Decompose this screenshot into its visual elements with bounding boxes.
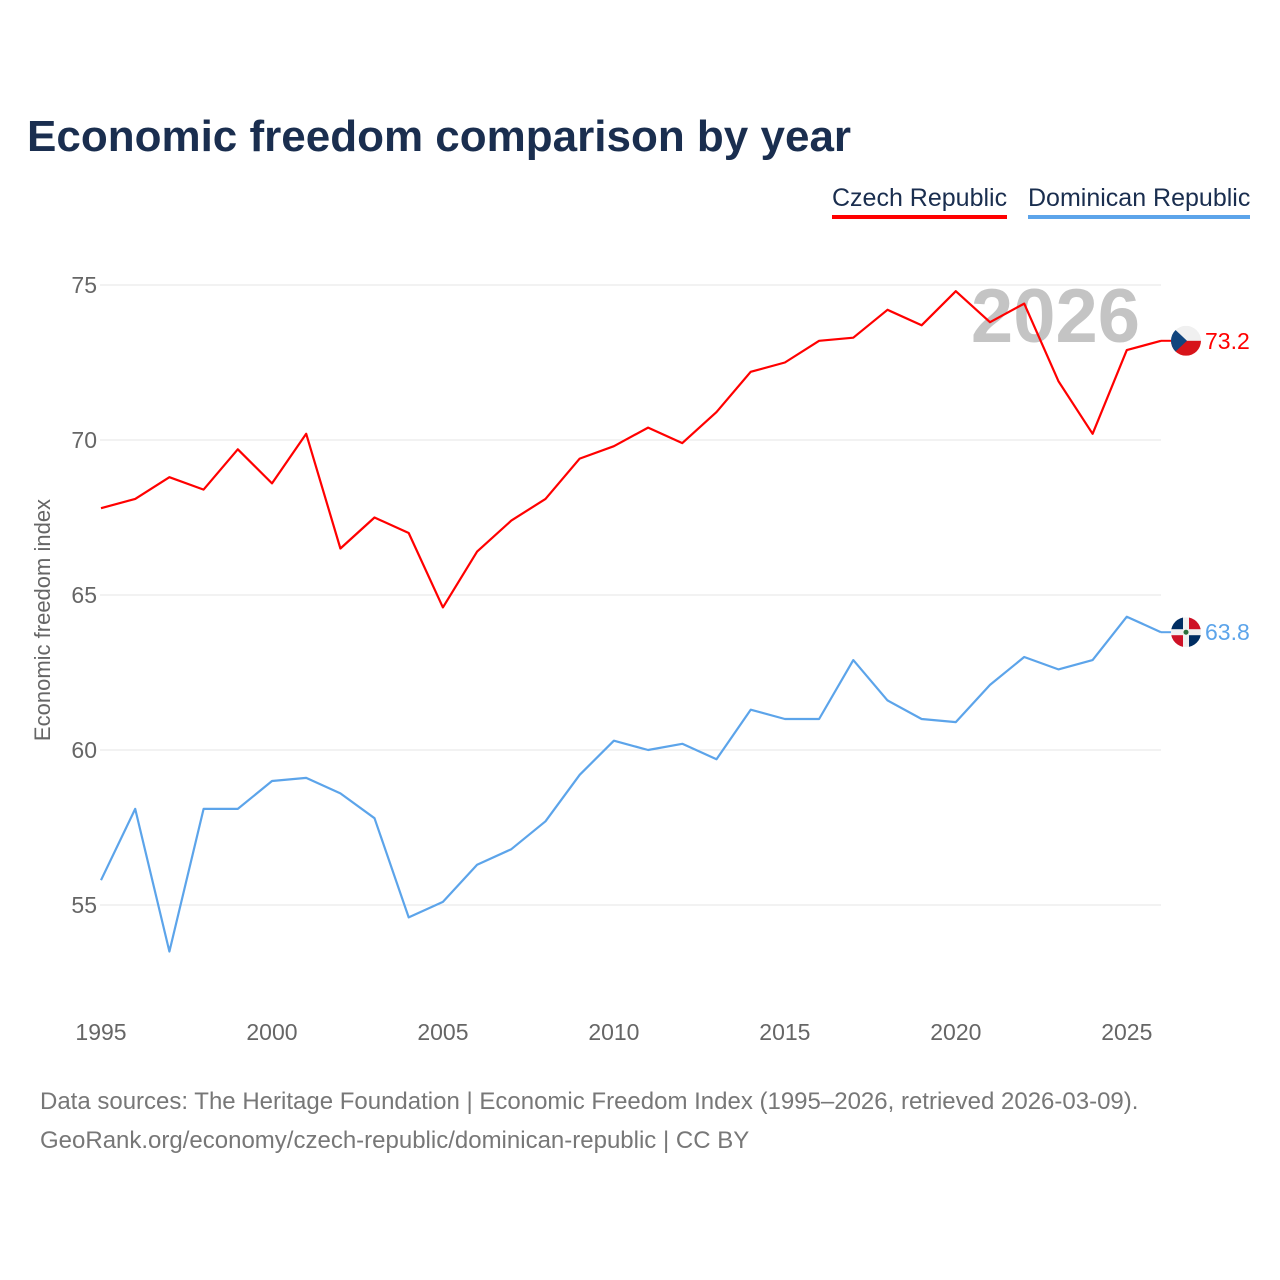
footer-url: GeoRank.org/economy/czech-republic/domin… bbox=[40, 1127, 750, 1154]
data-point bbox=[646, 426, 650, 430]
footer-sources: Data sources: The Heritage Foundation | … bbox=[40, 1088, 1139, 1115]
data-point bbox=[167, 950, 171, 954]
data-point bbox=[885, 308, 889, 312]
data-point bbox=[578, 773, 582, 777]
y-tick-label: 65 bbox=[71, 582, 97, 608]
data-point bbox=[1022, 655, 1026, 659]
data-point bbox=[407, 531, 411, 535]
data-point bbox=[817, 339, 821, 343]
x-tick-label: 1995 bbox=[75, 1019, 126, 1045]
data-point bbox=[749, 370, 753, 374]
data-point bbox=[783, 717, 787, 721]
y-tick-label: 70 bbox=[71, 427, 97, 453]
data-point bbox=[99, 506, 103, 510]
series-line-czech-republic bbox=[100, 290, 1162, 609]
data-point bbox=[1125, 615, 1129, 619]
data-point bbox=[236, 807, 240, 811]
data-point bbox=[988, 320, 992, 324]
data-point bbox=[646, 748, 650, 752]
x-tick-label: 2005 bbox=[417, 1019, 468, 1045]
data-point bbox=[544, 819, 548, 823]
data-point bbox=[304, 432, 308, 436]
czech-flag-icon bbox=[1171, 325, 1201, 356]
legend-dominican-republic[interactable]: Dominican Republic bbox=[1028, 184, 1251, 219]
legend-czech-republic[interactable]: Czech Republic bbox=[832, 184, 1008, 219]
end-value-label-dominican-republic: 63.8 bbox=[1205, 619, 1250, 645]
data-point bbox=[1022, 302, 1026, 306]
y-tick-label: 75 bbox=[71, 272, 97, 298]
dominican-flag-icon bbox=[1171, 617, 1201, 648]
data-point bbox=[988, 683, 992, 687]
data-point bbox=[714, 757, 718, 761]
data-point bbox=[544, 497, 548, 501]
data-point bbox=[714, 410, 718, 414]
data-point bbox=[749, 708, 753, 712]
data-point bbox=[202, 807, 206, 811]
data-point bbox=[1056, 667, 1060, 671]
data-point bbox=[612, 739, 616, 743]
data-point bbox=[509, 847, 513, 851]
data-point bbox=[270, 779, 274, 783]
data-point bbox=[236, 447, 240, 451]
data-point bbox=[373, 516, 377, 520]
data-point bbox=[783, 361, 787, 365]
end-value-label-czech-republic: 73.2 bbox=[1205, 328, 1250, 354]
data-point bbox=[167, 475, 171, 479]
data-point bbox=[885, 698, 889, 702]
data-point bbox=[133, 497, 137, 501]
data-point bbox=[338, 547, 342, 551]
data-point bbox=[817, 717, 821, 721]
x-tick-label: 2020 bbox=[930, 1019, 981, 1045]
data-point bbox=[920, 323, 924, 327]
data-point bbox=[99, 878, 103, 882]
data-point bbox=[373, 816, 377, 820]
data-point bbox=[304, 776, 308, 780]
data-point bbox=[680, 441, 684, 445]
data-point bbox=[851, 658, 855, 662]
x-tick-label: 2010 bbox=[588, 1019, 639, 1045]
data-point bbox=[1125, 348, 1129, 352]
data-point bbox=[338, 791, 342, 795]
data-point bbox=[475, 863, 479, 867]
data-point bbox=[1056, 379, 1060, 383]
y-tick-label: 55 bbox=[71, 892, 97, 918]
data-point bbox=[270, 481, 274, 485]
chart-title: Economic freedom comparison by year bbox=[27, 112, 852, 161]
data-point bbox=[612, 444, 616, 448]
x-tick-label: 2025 bbox=[1101, 1019, 1152, 1045]
x-tick-label: 2015 bbox=[759, 1019, 810, 1045]
data-point bbox=[441, 900, 445, 904]
data-point bbox=[680, 742, 684, 746]
data-point bbox=[954, 720, 958, 724]
data-point bbox=[1091, 658, 1095, 662]
data-point bbox=[407, 915, 411, 919]
data-point bbox=[578, 457, 582, 461]
x-tick-label: 2000 bbox=[246, 1019, 297, 1045]
data-point bbox=[475, 550, 479, 554]
data-point bbox=[441, 605, 445, 609]
y-tick-label: 60 bbox=[71, 737, 97, 763]
data-point bbox=[954, 289, 958, 293]
data-point bbox=[920, 717, 924, 721]
data-point bbox=[1091, 432, 1095, 436]
data-point bbox=[202, 488, 206, 492]
year-watermark: 2026 bbox=[971, 274, 1140, 359]
series-line-dominican-republic bbox=[100, 615, 1162, 953]
data-point bbox=[851, 336, 855, 340]
data-point bbox=[509, 519, 513, 523]
data-point bbox=[133, 807, 137, 811]
